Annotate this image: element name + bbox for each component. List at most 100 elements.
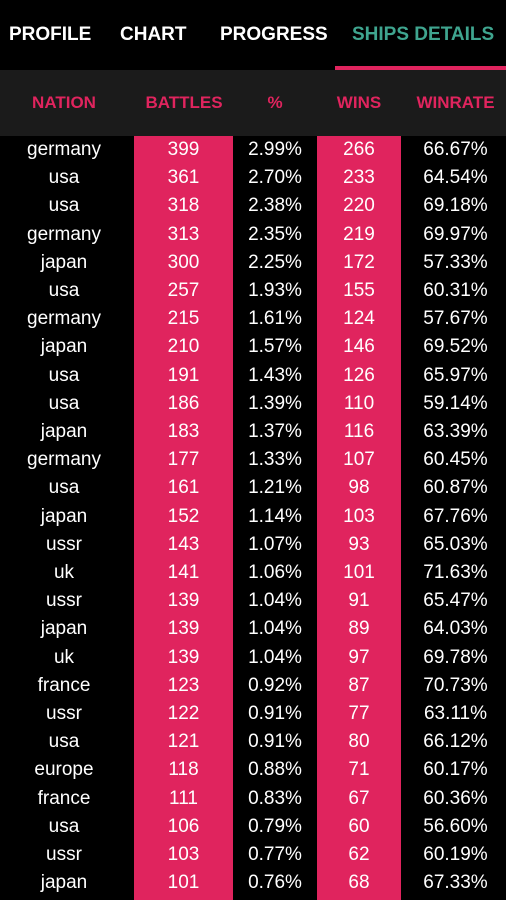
battles-cell: 123 (167, 674, 200, 696)
winrate-cell: 69.97% (423, 223, 488, 245)
wins-cell: 68 (348, 872, 370, 894)
table-row[interactable]: ussr 139 1.04% 91 65.47% (0, 587, 506, 615)
table-row[interactable]: germany 313 2.35% 219 69.97% (0, 221, 506, 249)
battles-cell: 106 (167, 815, 200, 837)
table-row[interactable]: japan 139 1.04% 89 64.03% (0, 615, 506, 643)
winrate-cell: 63.39% (423, 421, 488, 442)
header-nation[interactable]: NATION (32, 93, 96, 112)
winrate-cell: 60.87% (423, 477, 488, 499)
percent-cell: 2.99% (248, 139, 302, 160)
percent-cell: 1.37% (248, 421, 302, 442)
nation-cell: france (37, 787, 91, 809)
header-winrate[interactable]: WINRATE (416, 93, 495, 112)
table-row[interactable]: japan 183 1.37% 116 63.39% (0, 418, 506, 446)
winrate-cell: 56.60% (423, 815, 488, 837)
table-row[interactable]: japan 101 0.76% 68 67.33% (0, 869, 506, 897)
winrate-cell: 65.97% (423, 364, 488, 386)
winrate-cell: 60.17% (423, 759, 488, 781)
percent-cell: 1.04% (248, 646, 302, 668)
tab-ships-details[interactable]: SHIPS DETAILS (352, 24, 495, 45)
winrate-cell: 59.14% (423, 392, 488, 414)
nation-cell: usa (48, 364, 80, 386)
table-row[interactable]: usa 191 1.43% 126 65.97% (0, 362, 506, 390)
header-battles[interactable]: BATTLES (145, 93, 223, 112)
percent-cell: 1.14% (248, 505, 302, 527)
winrate-cell: 66.12% (423, 731, 488, 753)
table-row[interactable]: usa 257 1.93% 155 60.31% (0, 277, 506, 305)
table-row[interactable]: france 123 0.92% 87 70.73% (0, 672, 506, 700)
winrate-cell: 64.03% (423, 618, 488, 640)
table-row[interactable]: europe 118 0.88% 71 60.17% (0, 756, 506, 784)
table-row[interactable]: ussr 103 0.77% 62 60.19% (0, 841, 506, 869)
wins-cell: 110 (343, 392, 375, 414)
nation-cell: usa (48, 392, 80, 414)
table-row[interactable]: usa 106 0.79% 60 56.60% (0, 813, 506, 841)
header-wins[interactable]: WINS (336, 93, 382, 112)
battles-cell: 257 (167, 280, 200, 301)
table-row[interactable]: usa 161 1.21% 98 60.87% (0, 474, 506, 502)
wins-cell: 219 (343, 223, 375, 245)
table-row[interactable]: usa 186 1.39% 110 59.14% (0, 390, 506, 418)
battles-cell: 300 (167, 251, 200, 273)
winrate-cell: 69.78% (423, 646, 488, 668)
percent-cell: 1.04% (248, 590, 302, 612)
percent-cell: 2.35% (248, 223, 302, 245)
winrate-cell: 67.76% (423, 505, 488, 527)
winrate-cell: 69.52% (423, 336, 488, 358)
percent-cell: 1.39% (248, 392, 302, 414)
winrate-cell: 57.67% (423, 308, 488, 330)
battles-cell: 101 (167, 872, 200, 894)
table-row[interactable]: japan 300 2.25% 172 57.33% (0, 249, 506, 277)
wins-cell: 220 (343, 195, 375, 217)
percent-cell: 0.77% (248, 844, 302, 865)
percent-cell: 1.06% (248, 562, 302, 583)
nation-cell: ussr (46, 533, 82, 555)
table-row[interactable]: usa 361 2.70% 233 64.54% (0, 164, 506, 192)
tab-chart[interactable]: CHART (120, 24, 187, 45)
table-row[interactable]: ussr 143 1.07% 93 65.03% (0, 531, 506, 559)
wins-cell: 146 (343, 336, 375, 358)
wins-cell: 266 (343, 139, 375, 160)
percent-cell: 2.25% (248, 251, 302, 273)
table-row[interactable]: uk 139 1.04% 97 69.78% (0, 644, 506, 672)
nation-cell: france (37, 674, 91, 696)
winrate-cell: 60.19% (423, 844, 488, 865)
ships-table[interactable]: germany 399 2.99% 266 66.67% usa 361 2.70% 233 64… (0, 136, 506, 900)
table-row[interactable]: japan 210 1.57% 146 69.52% (0, 333, 506, 361)
battles-cell: 143 (167, 533, 200, 555)
table-row[interactable]: usa 318 2.38% 220 69.18% (0, 192, 506, 220)
header-percent[interactable]: % (267, 93, 283, 112)
winrate-cell: 63.11% (423, 703, 488, 724)
table-row[interactable]: germany 177 1.33% 107 60.45% (0, 446, 506, 474)
table-row[interactable]: usa 121 0.91% 80 66.12% (0, 728, 506, 756)
percent-cell: 2.38% (248, 195, 302, 217)
table-row[interactable]: ussr 122 0.91% 77 63.11% (0, 700, 506, 728)
wins-cell: 89 (348, 618, 370, 640)
wins-cell: 67 (348, 787, 370, 809)
nation-cell: japan (40, 251, 88, 273)
nation-cell: usa (48, 815, 80, 837)
battles-cell: 139 (167, 618, 200, 640)
percent-cell: 0.83% (248, 787, 302, 809)
table-row[interactable]: france 111 0.83% 67 60.36% (0, 785, 506, 813)
battles-cell: 139 (167, 590, 200, 612)
table-row[interactable]: japan 152 1.14% 103 67.76% (0, 503, 506, 531)
percent-cell: 2.70% (248, 167, 302, 189)
nation-cell: uk (53, 646, 75, 668)
tab-profile[interactable]: PROFILE (9, 24, 92, 45)
wins-cell: 87 (348, 674, 370, 696)
nation-cell: ussr (46, 590, 82, 612)
wins-cell: 155 (343, 280, 375, 301)
wins-cell: 103 (343, 505, 375, 527)
winrate-cell: 65.47% (423, 590, 488, 612)
table-row[interactable]: uk 141 1.06% 101 71.63% (0, 559, 506, 587)
nation-cell: germany (27, 449, 101, 471)
wins-cell: 62 (348, 844, 370, 865)
table-row[interactable]: germany 215 1.61% 124 57.67% (0, 305, 506, 333)
table-row[interactable]: germany 399 2.99% 266 66.67% (0, 136, 506, 164)
percent-cell: 0.91% (248, 703, 302, 724)
wins-cell: 98 (348, 477, 370, 499)
battles-cell: 118 (168, 759, 199, 781)
wins-cell: 124 (343, 308, 375, 330)
tab-progress[interactable]: PROGRESS (220, 24, 328, 45)
